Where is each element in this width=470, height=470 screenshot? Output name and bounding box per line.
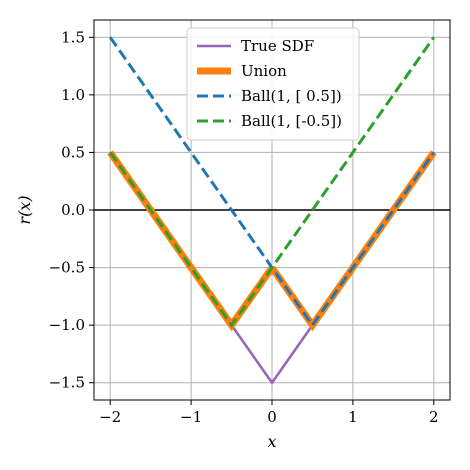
y-tick-label-5: −1.0 [49, 316, 85, 334]
tick-labels: −2 −1 0 1 2 1.5 1.0 0.5 0.0 −0.5 −1.0 −1.5 [49, 28, 439, 426]
x-tick-label-1: −1 [180, 408, 202, 426]
series-line-2 [108, 36, 436, 328]
series-line-3 [108, 36, 436, 328]
ticks [89, 36, 435, 405]
series-layer [107, 36, 437, 385]
y-tick-label-0: 1.5 [61, 28, 85, 46]
y-tick-label-2: 0.5 [61, 143, 85, 161]
legend-label-1: Union [241, 62, 287, 80]
x-tick-label-2: 0 [267, 408, 277, 426]
x-tick-label-4: 2 [429, 408, 439, 426]
legend-label-3: Ball(1, [-0.5]) [241, 112, 342, 130]
x-tick-label-0: −2 [99, 408, 121, 426]
x-axis-label: x [267, 432, 276, 451]
x-tick-label-3: 1 [348, 408, 358, 426]
y-tick-label-1: 1.0 [61, 86, 85, 104]
y-tick-label-6: −1.5 [49, 374, 85, 392]
y-tick-label-4: −0.5 [49, 259, 85, 277]
y-axis-label: r(x) [15, 195, 34, 224]
legend-box [186, 27, 360, 141]
legend-label-0: True SDF [241, 37, 314, 55]
legend-label-2: Ball(1, [ 0.5]) [241, 87, 342, 105]
legend: True SDF Union Ball(1, [ 0.5]) Ball(1, [-0.… [186, 27, 360, 141]
y-tick-label-3: 0.0 [61, 201, 85, 219]
